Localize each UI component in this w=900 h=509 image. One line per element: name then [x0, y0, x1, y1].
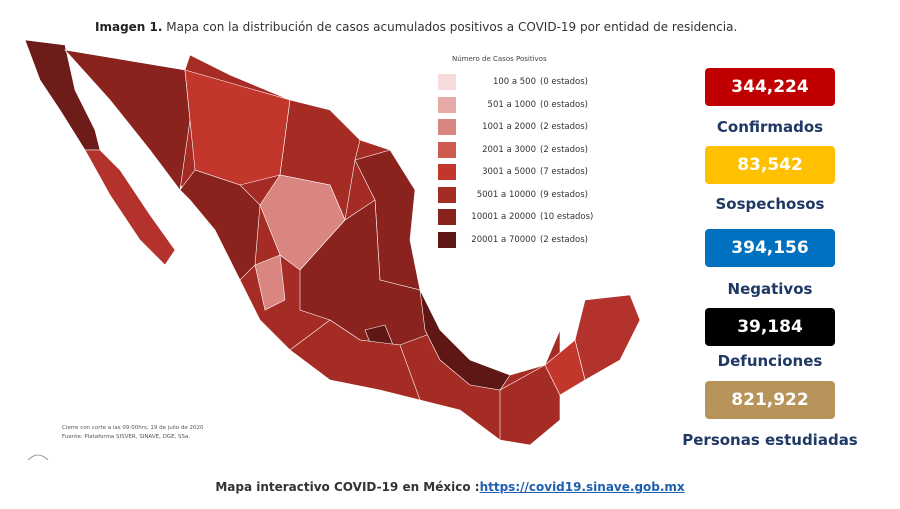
chihuahua	[184, 69, 291, 186]
stat-label: Confirmados	[716, 118, 824, 136]
legend-range: 100 a 500	[492, 77, 536, 87]
legend-swatch	[438, 209, 456, 225]
footer: Mapa interactivo COVID-19 en México :htt…	[0, 480, 900, 494]
title-label: Imagen 1.	[95, 20, 163, 34]
legend-swatch	[438, 141, 456, 158]
legend-count: (7 estados)	[540, 167, 588, 177]
stat-value: 83,542	[705, 146, 835, 184]
stat-value: 821,922	[705, 381, 835, 419]
legend-range: 20001 a 70000	[471, 234, 536, 245]
guerrero	[289, 319, 421, 401]
legend-count: (2 estados)	[540, 122, 588, 132]
note: Cierre con corte a las 09:00hrs, 19 de j…	[62, 425, 204, 431]
legend-swatch	[438, 96, 456, 113]
legend-range: 3001 a 5000	[482, 167, 536, 177]
legend-swatch	[438, 231, 456, 248]
legend-range: 2001 a 3000	[482, 144, 536, 155]
legend-count: (9 estados)	[540, 189, 588, 200]
legend-range: 10001 a 20000	[471, 212, 536, 222]
legend-count: (10 estados)	[540, 212, 594, 222]
legend-swatch	[438, 74, 456, 90]
baja-california-sur	[84, 149, 176, 266]
campeche	[544, 339, 586, 396]
legend-count: (0 estados)	[540, 99, 588, 110]
stat-value: 394,156	[705, 229, 835, 267]
legend-swatch	[438, 119, 456, 135]
stat-label: Personas estudiadas	[682, 431, 858, 449]
footer-link[interactable]: https://covid19.sinave.gob.mx	[479, 480, 685, 494]
legend-count: (2 estados)	[540, 144, 588, 155]
stat-label: Defunciones	[717, 352, 823, 370]
legend-swatch	[438, 186, 456, 203]
legend-count: (0 estados)	[540, 77, 588, 87]
title-text: Mapa con la distribución de casos acumul…	[166, 20, 738, 34]
legend-range: 1001 a 2000	[482, 122, 536, 132]
legend-title: Número de Casos Positivos	[452, 55, 547, 63]
legend-swatch	[438, 164, 456, 180]
nayarit	[254, 254, 286, 311]
footer-text: Mapa interactivo COVID-19 en México :	[215, 480, 480, 494]
legend-count: (2 estados)	[540, 234, 588, 245]
note: Fuente: Plataforma SISVER, SINAVE, DGE, …	[62, 434, 191, 440]
stat-label: Negativos	[727, 280, 813, 298]
compass	[27, 454, 49, 461]
stat-value: 39,184	[705, 308, 835, 346]
title: Imagen 1. Mapa con la distribución de ca…	[95, 20, 737, 34]
yucatan	[574, 294, 641, 381]
map	[24, 39, 641, 461]
legend-range: 501 a 1000	[487, 99, 536, 110]
stat-label: Sospechosos	[715, 195, 825, 213]
stat-value: 344,224	[705, 68, 835, 106]
legend-range: 5001 a 10000	[476, 189, 536, 200]
